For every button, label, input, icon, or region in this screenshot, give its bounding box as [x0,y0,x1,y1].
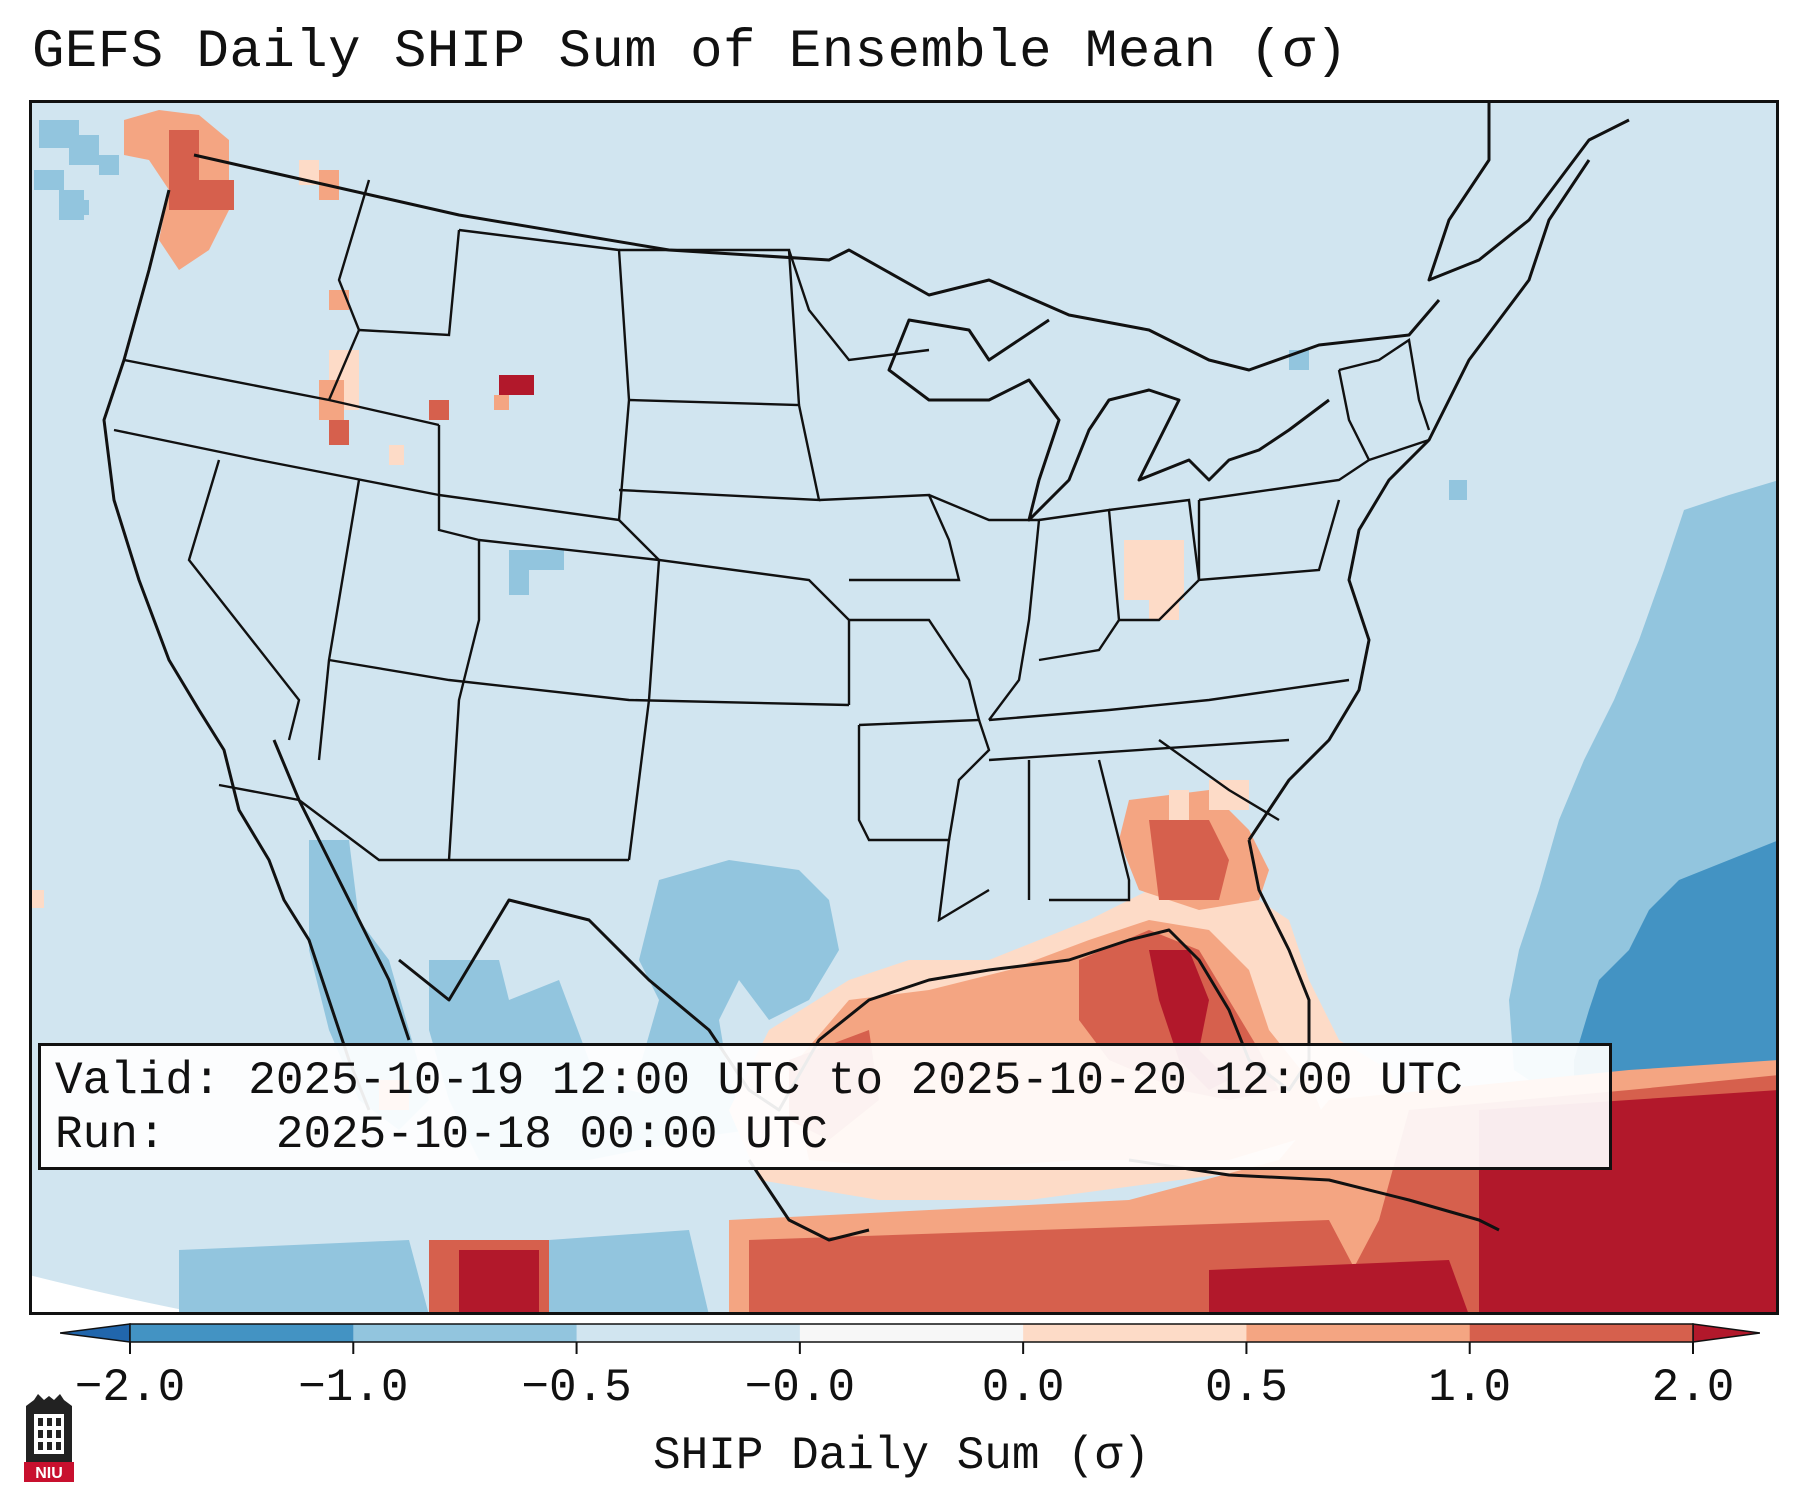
yucatan [747,1159,870,1242]
valid-value: 2025-10-19 12:00 UTC to 2025-10-20 12:00… [248,1055,1463,1107]
valid-time-line: Valid: 2025-10-19 12:00 UTC to 2025-10-2… [55,1054,1595,1108]
colorbar-tick-labels: −2.0 −1.0 −0.5 −0.0 0.0 0.5 1.0 2.0 [0,1362,1803,1422]
run-label: Run: [55,1109,166,1161]
colorbar-segment-2 [576,1324,801,1342]
canada-coast [1427,100,1630,282]
colorbar-tick-label: 0.0 [981,1362,1065,1414]
colorbar-segment-6 [1469,1324,1694,1342]
colorbar [59,1318,1761,1358]
colorbar-tick-label: −2.0 [74,1362,186,1414]
great-lakes [887,318,1330,522]
colorbar-tick-label: 1.0 [1428,1362,1512,1414]
valid-run-info-box: Valid: 2025-10-19 12:00 UTC to 2025-10-2… [38,1043,1612,1170]
run-value: 2025-10-18 00:00 UTC [275,1109,828,1161]
colorbar-extend-high [1692,1323,1761,1343]
atlantic-negative-anomaly [1449,480,1779,1110]
colorbar-segment-4 [1023,1324,1247,1342]
us-canada-border [193,153,1441,372]
state-lines [113,179,1431,923]
niu-logo: NIU [20,1392,78,1482]
valid-label: Valid: [55,1055,221,1107]
run-time-line: Run: 2025-10-18 00:00 UTC [55,1108,1595,1162]
colorbar-frame [129,1323,1694,1343]
colorbar-tick-label: 2.0 [1651,1362,1735,1414]
colorbar-segment-3 [799,1324,1024,1342]
map-frame [29,100,1779,1315]
colorbar-label: SHIP Daily Sum (σ) [653,1430,1150,1482]
niu-logo-text: NIU [35,1465,63,1482]
colorbar-tick-label: −0.0 [744,1362,856,1414]
east-coast [1247,159,1591,841]
colorbar-segment-0 [130,1324,354,1342]
colorbar-segment-5 [1246,1324,1471,1342]
colorbar-extend-low [59,1323,131,1343]
colorbar-tick-label: 0.5 [1205,1362,1288,1414]
baja-coast [272,739,411,1041]
northwest-positive-anomaly [29,110,1184,908]
pacific-nw-negative-anomaly [34,120,119,220]
colorbar-tick-label: −0.5 [521,1362,632,1414]
missing-data-area [29,1275,209,1315]
colorbar-segment-1 [353,1324,578,1342]
west-coast [102,189,371,1111]
cuba [1128,1158,1500,1232]
chart-title: GEFS Daily SHIP Sum of Ensemble Mean (σ) [32,22,1349,83]
colorbar-tick-label: −1.0 [298,1362,409,1414]
